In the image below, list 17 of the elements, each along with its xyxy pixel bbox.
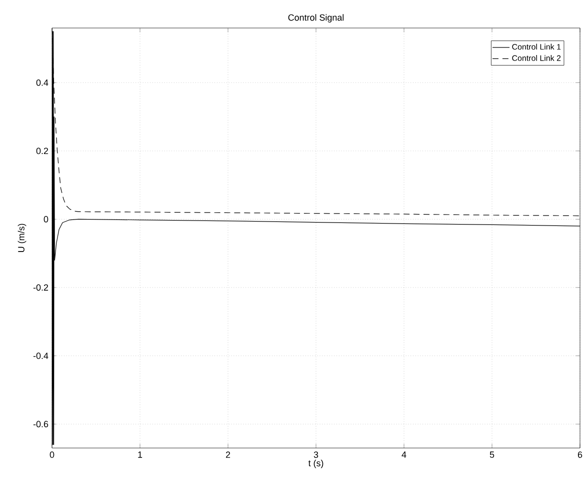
x-tick-label: 3 (314, 452, 318, 458)
y-tick-label: -0.4 (33, 352, 48, 359)
x-tick-label: 6 (578, 452, 582, 458)
x-tick-label: 2 (226, 452, 230, 458)
y-tick-label: 0.4 (36, 79, 48, 86)
x-tick-label: 4 (402, 452, 406, 458)
y-tick-label: -0.2 (33, 284, 48, 291)
chart-title: Control Signal (288, 14, 344, 22)
x-tick-label: 0 (50, 452, 54, 458)
y-tick-label: 0.2 (36, 148, 48, 154)
line-series (52, 31, 580, 445)
y-axis-title: U (m/s) (18, 224, 26, 252)
x-tick-label: 5 (490, 452, 494, 458)
x-axis-title: t (s) (308, 460, 324, 468)
y-tick-label: -0.6 (33, 420, 48, 428)
x-tick-label: 1 (138, 452, 142, 458)
y-tick-label: 0 (44, 216, 48, 222)
